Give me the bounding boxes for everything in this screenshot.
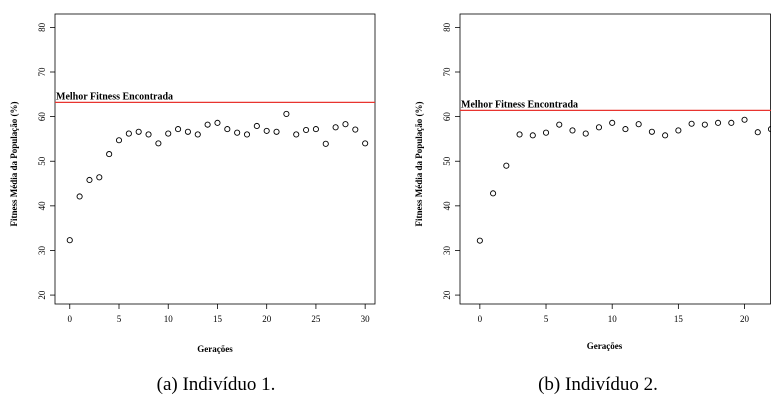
figure-caption: (a) Indivíduo 1. [157,374,276,395]
data-point [165,130,172,137]
y-tick-label: 30 [37,245,47,255]
x-tick-label: 15 [674,314,684,324]
data-point [688,120,695,127]
data-point [529,132,536,139]
y-tick-label: 70 [37,67,47,77]
y-tick-label: 80 [37,22,47,32]
x-tick-label: 20 [740,314,750,324]
y-tick-label: 50 [442,156,452,166]
data-point [125,130,132,137]
data-point [503,162,510,169]
data-point [184,128,191,135]
data-point [516,131,523,138]
plot-frame [459,13,771,305]
y-tick-label: 80 [442,22,452,32]
y-axis-title: Fitness Média da População (%) [414,101,424,226]
x-tick-label: 10 [164,314,174,324]
y-tick-label: 20 [37,290,47,300]
data-point [622,126,629,133]
data-point [332,124,339,131]
x-tick-label: 20 [262,314,272,324]
data-point [352,126,359,133]
x-tick-label: 0 [478,314,483,324]
data-point [204,121,211,128]
data-point [569,127,576,134]
data-point [476,237,483,244]
best-fitness-label: Melhor Fitness Encontrada [56,91,173,102]
data-point [96,174,103,181]
x-axis-title: Gerações [587,341,623,351]
best-fitness-label: Melhor Fitness Encontrada [461,99,578,110]
y-tick-label: 60 [442,112,452,122]
y-tick-label: 40 [37,201,47,211]
figure-caption: (b) Indivíduo 2. [538,374,658,395]
data-point [86,176,93,184]
y-axis-title: Fitness Média da População (%) [9,101,19,226]
data-point [312,126,319,133]
data-point [115,137,123,144]
data-point [715,119,722,126]
data-point [273,128,280,135]
data-point [194,131,201,138]
data-point [342,121,349,128]
data-point [741,116,748,123]
x-tick-label: 5 [117,314,122,324]
data-point [609,119,616,126]
y-tick-label: 70 [442,67,452,77]
x-tick-label: 0 [68,314,73,324]
chart-panel-2: 20 30 40 50 60 70 80 0 5 10 15 20 Melhor Fitness Enc… [414,13,771,395]
data-point [175,126,182,133]
data-point [582,130,589,137]
y-tick-label: 60 [37,112,47,122]
data-point [66,237,73,244]
data-point [542,129,550,136]
data-point [675,127,682,134]
data-point [234,129,241,136]
data-point [362,140,369,147]
data-point [728,119,735,126]
data-point [263,127,270,134]
data-point [767,126,771,133]
data-point [556,121,563,128]
x-tick-label: 5 [544,314,549,324]
plot-frame [54,13,376,305]
data-point [595,124,603,131]
data-point [76,193,83,200]
data-point [224,126,231,133]
data-point [648,128,655,135]
x-tick-label: 15 [213,314,223,324]
data-point [322,140,329,147]
data-point [155,140,162,147]
data-point [283,110,290,117]
data-point [662,132,669,139]
data-point [701,121,708,128]
data-point [303,126,310,134]
y-tick-label: 20 [442,290,452,300]
y-tick-label: 40 [442,201,452,211]
y-tick-label: 30 [442,245,452,255]
x-tick-label: 25 [311,314,321,324]
data-point [145,131,152,138]
data-point [754,129,761,136]
data-point [243,131,251,138]
data-point [214,119,221,126]
x-tick-label: 30 [361,314,371,324]
data-point [490,190,497,197]
data-point [106,151,113,158]
data-point [293,131,300,138]
data-point [135,128,142,135]
chart-panel-1: 20 30 40 50 60 70 80 0 5 10 15 20 25 30 Melhor Fitness… [9,13,376,395]
x-tick-label: 10 [608,314,618,324]
data-point [635,121,642,128]
data-point [253,122,260,130]
x-axis-title: Gerações [197,344,233,354]
y-tick-label: 50 [37,156,47,166]
